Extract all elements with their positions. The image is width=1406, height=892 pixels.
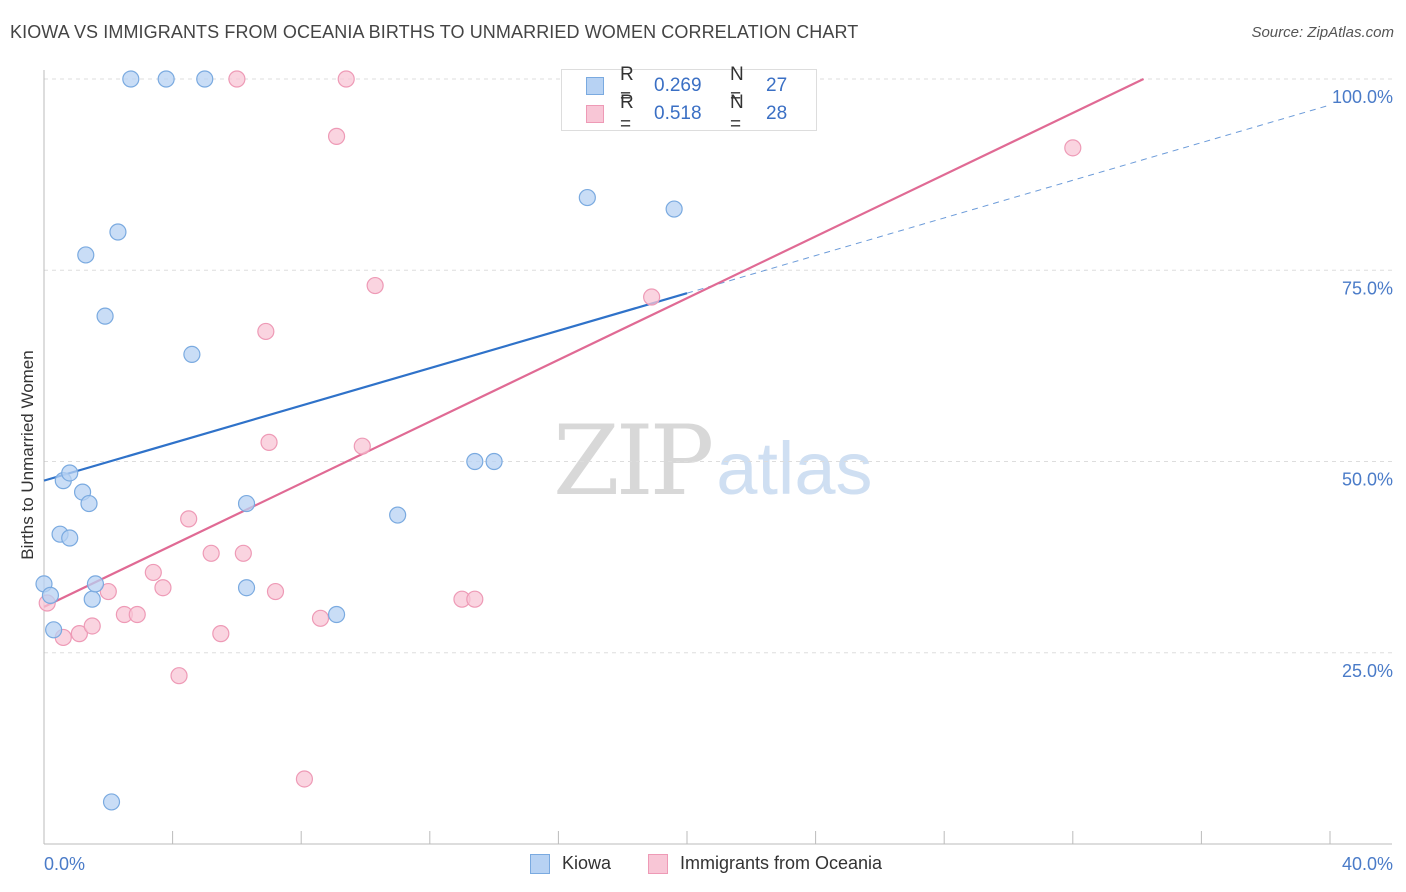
data-point-oceania (643, 288, 661, 306)
chart-title: KIOWA VS IMMIGRANTS FROM OCEANIA BIRTHS … (10, 22, 859, 42)
data-point-oceania (311, 609, 330, 627)
legend-r-label: R = (620, 64, 634, 107)
watermark: ZIPatlas (553, 405, 873, 517)
data-point-kiowa (102, 793, 121, 811)
data-point-oceania (295, 770, 314, 788)
legend-swatch-kiowa (586, 77, 604, 95)
y-tick-label: 100.0% (1332, 87, 1393, 107)
trend-line-kiowa (43, 292, 688, 482)
data-point-kiowa (237, 579, 256, 597)
x-tick-label: 40.0% (1342, 854, 1393, 874)
points-layer (35, 70, 1082, 811)
data-point-oceania (180, 510, 198, 528)
legend-n-value: 28 (766, 103, 788, 124)
source-credit: Source: ZipAtlas.com (1251, 24, 1394, 41)
legend-n-label: N = (730, 64, 744, 107)
data-point-oceania (212, 625, 230, 643)
y-tick-label: 75.0% (1342, 278, 1393, 298)
data-point-oceania (266, 582, 285, 601)
data-point-oceania (202, 544, 220, 562)
data-point-oceania (70, 625, 88, 643)
data-point-kiowa (80, 494, 98, 513)
data-point-oceania (83, 617, 101, 635)
axis-layer (43, 70, 1392, 845)
data-point-kiowa (83, 590, 101, 608)
data-point-oceania (99, 582, 117, 601)
data-point-kiowa (61, 464, 79, 482)
grid-layer (44, 78, 1392, 654)
data-point-kiowa (41, 586, 60, 604)
data-point-oceania (366, 276, 384, 295)
data-point-kiowa (485, 452, 503, 471)
data-point-oceania (234, 544, 252, 562)
data-point-kiowa (157, 70, 175, 88)
data-point-kiowa (183, 345, 201, 363)
legend-swatch-kiowa (530, 854, 550, 874)
trend-line-kiowa-extension (686, 104, 1331, 294)
x-tick-label: 0.0% (44, 854, 85, 874)
legend-label-oceania: Immigrants from Oceania (680, 853, 883, 873)
data-point-kiowa (665, 200, 683, 218)
data-point-kiowa (77, 246, 95, 264)
data-point-kiowa (327, 605, 346, 624)
data-point-oceania (1064, 139, 1082, 157)
data-point-oceania (154, 579, 172, 597)
data-point-oceania (128, 605, 146, 624)
trend-layer (43, 78, 1331, 608)
data-point-kiowa (122, 70, 140, 88)
legend-n-value: 27 (766, 75, 788, 96)
trend-line-oceania (43, 78, 1145, 608)
data-point-oceania (170, 667, 188, 685)
data-point-kiowa (86, 575, 105, 593)
legend-r-value: 0.269 (654, 75, 702, 96)
data-point-oceania (260, 433, 278, 451)
data-point-oceania (466, 590, 484, 608)
data-point-kiowa (237, 494, 256, 513)
data-point-oceania (144, 563, 162, 582)
data-point-kiowa (466, 452, 484, 471)
legend-swatch-oceania (648, 854, 668, 874)
legend-r-label: R = (620, 92, 634, 135)
data-point-kiowa (389, 506, 407, 524)
legend-swatch-oceania (586, 105, 604, 123)
data-point-kiowa (109, 223, 127, 241)
y-tick-label: 50.0% (1342, 470, 1393, 490)
legend-n-label: N = (730, 92, 744, 135)
data-point-kiowa (196, 70, 214, 88)
label-layer: 25.0% 50.0% 75.0% 100.0% 0.0% 40.0% Births to … (18, 87, 1393, 874)
data-point-oceania (228, 70, 246, 88)
stats-legend: R = 0.269 N = 27 R = 0.518 N = 28 (561, 64, 817, 135)
y-tick-label: 25.0% (1342, 661, 1393, 681)
data-point-kiowa (61, 529, 79, 547)
data-point-oceania (337, 70, 355, 88)
data-point-oceania (327, 127, 346, 145)
legend-r-value: 0.518 (654, 103, 702, 124)
data-point-kiowa (578, 188, 596, 207)
watermark-atlas: atlas (716, 427, 873, 510)
y-axis-label: Births to Unmarried Women (18, 350, 37, 559)
data-point-kiowa (96, 307, 114, 325)
data-point-kiowa (45, 621, 63, 639)
legend-label-kiowa: Kiowa (562, 853, 612, 873)
data-point-oceania (353, 437, 371, 455)
data-point-oceania (257, 322, 275, 341)
